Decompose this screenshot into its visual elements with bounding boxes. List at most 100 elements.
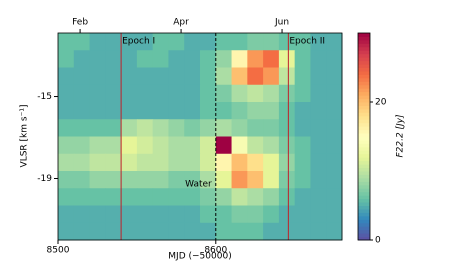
heatmap-cell [278, 33, 296, 51]
heatmap-cell [231, 222, 248, 241]
heatmap-cell [184, 136, 201, 155]
heatmap-cell [263, 84, 280, 103]
colorbar-segment [358, 112, 370, 117]
heatmap-cell [310, 205, 327, 224]
heatmap-cell [73, 171, 91, 189]
heatmap-cell [247, 102, 264, 120]
colorbar-segment [358, 153, 370, 158]
colorbar-segment [358, 74, 370, 79]
heatmap-cell [89, 119, 106, 137]
heatmap-cell [310, 84, 327, 103]
heatmap-cell [184, 102, 201, 120]
heatmap-cell [121, 119, 138, 137]
top-tick-label: Feb [72, 18, 88, 28]
heatmap-cell [168, 153, 185, 172]
heatmap-cell [215, 136, 233, 155]
heatmap-cell [73, 84, 91, 103]
colorbar-segment [358, 212, 370, 217]
marker-label: Epoch II [289, 37, 325, 47]
heatmap-cell [200, 188, 217, 206]
colorbar-segment [358, 122, 370, 127]
heatmap-cell [231, 119, 248, 137]
heatmap-cell [89, 67, 106, 86]
heatmap-cell [58, 33, 75, 51]
heatmap-cell [105, 33, 122, 51]
heatmap-cell [168, 102, 185, 120]
colorbar-segment [358, 91, 370, 96]
colorbar-segment [358, 70, 370, 75]
colorbar-segment [358, 102, 370, 106]
heatmap-cell [310, 119, 327, 137]
heatmap-cell [263, 67, 280, 86]
marker-label: Water [185, 180, 212, 190]
colorbar-segment [358, 181, 370, 186]
heatmap-cell [278, 205, 296, 224]
heatmap-cell [278, 222, 296, 241]
heatmap-cell [200, 102, 217, 120]
heatmap-cell [263, 188, 280, 206]
colorbar-segment [358, 67, 370, 72]
heatmap-cell [215, 205, 233, 224]
heatmap-cell [247, 67, 264, 86]
heatmap-cell [310, 33, 327, 51]
heatmap-cell [121, 188, 138, 206]
heatmap-cell [121, 136, 138, 155]
heatmap-cell [231, 136, 248, 155]
heatmap-cell [231, 84, 248, 103]
heatmap-cell [326, 119, 343, 137]
colorbar-segment [358, 222, 370, 227]
heatmap-cell [168, 67, 185, 86]
colorbar-segment [358, 219, 370, 224]
heatmap-cell [121, 171, 138, 189]
heatmap-cell [152, 67, 169, 86]
heatmap-cell [105, 136, 122, 155]
heatmap-cell [89, 171, 106, 189]
heatmap-cell [73, 205, 91, 224]
heatmap-cell [73, 119, 91, 137]
heatmap-cell [263, 50, 280, 68]
colorbar-segment [358, 177, 370, 182]
heatmap-cell [310, 153, 327, 172]
heatmap-cell [263, 222, 280, 241]
heatmap-cell [247, 205, 264, 224]
colorbar-segment [358, 229, 370, 234]
colorbar-segment [358, 98, 370, 103]
heatmap-cell [89, 102, 106, 120]
heatmap-cell [215, 171, 233, 189]
heatmap-cell [121, 205, 138, 224]
heatmap-cell [294, 102, 311, 120]
heatmap-cell [73, 136, 91, 155]
heatmap-cell [121, 153, 138, 172]
heatmap-cell [121, 102, 138, 120]
heatmap-cell [200, 136, 217, 155]
colorbar-segment [358, 84, 370, 89]
heatmap-cell [278, 50, 296, 68]
heatmap-cell [89, 153, 106, 172]
colorbar-segment [358, 57, 370, 62]
heatmap-cell [168, 119, 185, 137]
colorbar-segment [358, 115, 370, 120]
heatmap-cell [231, 33, 248, 51]
heatmap-cell [294, 171, 311, 189]
heatmap-cell [326, 67, 343, 86]
colorbar-frame [357, 32, 371, 241]
colorbar-segment [358, 77, 370, 82]
heatmap-cell [326, 222, 343, 241]
colorbar-segment [358, 188, 370, 193]
heatmap-cell [247, 119, 264, 137]
heatmap-cell [89, 205, 106, 224]
heatmap-cell [294, 136, 311, 155]
heatmap-cell [200, 84, 217, 103]
heatmap-cell [136, 171, 154, 189]
heatmap-cell [326, 153, 343, 172]
heatmap-cell [326, 171, 343, 189]
heatmap-cell [168, 205, 185, 224]
heatmap-cell [326, 188, 343, 206]
heatmap-cell [294, 33, 311, 51]
heatmap-cell [247, 188, 264, 206]
colorbar-segment [358, 129, 370, 134]
heatmap-cell [263, 205, 280, 224]
heatmap-cell [136, 153, 154, 172]
colorbar-segment [358, 146, 370, 151]
